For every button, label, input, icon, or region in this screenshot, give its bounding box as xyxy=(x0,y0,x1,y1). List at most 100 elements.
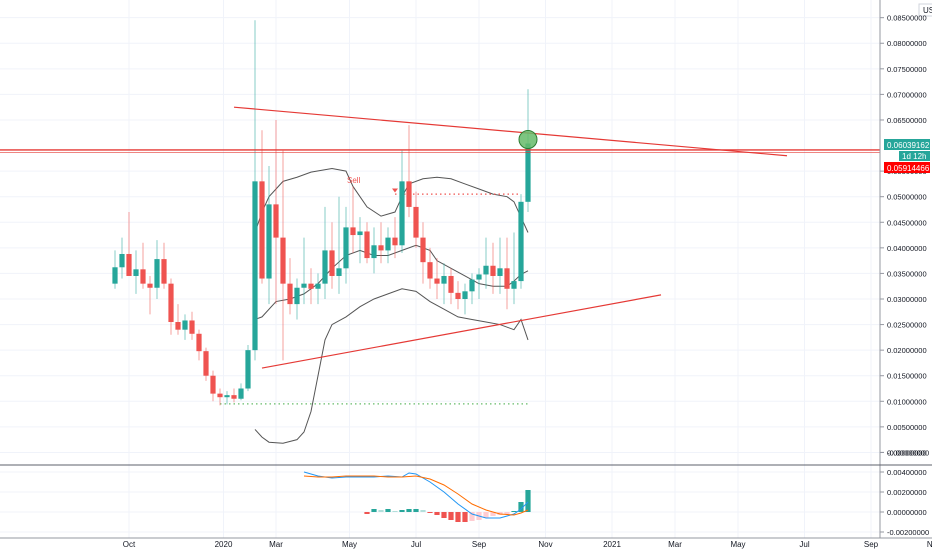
candle-body[interactable] xyxy=(336,268,342,276)
candle[interactable] xyxy=(399,150,405,253)
candle-body[interactable] xyxy=(112,267,118,284)
candle[interactable] xyxy=(392,217,398,259)
candle-body[interactable] xyxy=(518,201,524,282)
candle[interactable] xyxy=(329,222,335,289)
macd-pane[interactable] xyxy=(303,471,531,522)
candle[interactable] xyxy=(322,206,328,299)
candle-body[interactable] xyxy=(126,253,132,276)
candle[interactable] xyxy=(343,206,349,284)
candle-body[interactable] xyxy=(364,231,370,259)
candle[interactable] xyxy=(336,196,342,294)
candles[interactable] xyxy=(112,20,531,406)
candle[interactable] xyxy=(175,304,181,335)
candle-body[interactable] xyxy=(252,181,258,351)
candle[interactable] xyxy=(364,222,370,264)
candle[interactable] xyxy=(525,89,531,213)
candle-body[interactable] xyxy=(287,283,293,305)
candle-body[interactable] xyxy=(511,281,517,289)
candle[interactable] xyxy=(182,314,188,340)
candle-body[interactable] xyxy=(399,181,405,246)
candle[interactable] xyxy=(147,275,153,315)
candle-body[interactable] xyxy=(441,275,447,284)
candle[interactable] xyxy=(231,388,237,403)
candle-body[interactable] xyxy=(322,250,328,284)
candle[interactable] xyxy=(189,311,195,340)
candle[interactable] xyxy=(434,258,440,299)
candle-body[interactable] xyxy=(497,268,503,276)
candle-body[interactable] xyxy=(350,227,356,236)
candle-body[interactable] xyxy=(196,333,202,352)
candle[interactable] xyxy=(210,370,216,402)
candle[interactable] xyxy=(315,273,321,305)
candle-body[interactable] xyxy=(504,268,510,289)
candle[interactable] xyxy=(161,242,167,289)
trendline[interactable] xyxy=(233,106,788,157)
candle-body[interactable] xyxy=(119,253,125,268)
candle[interactable] xyxy=(287,258,293,315)
candle[interactable] xyxy=(203,347,209,381)
candle[interactable] xyxy=(238,383,244,401)
candle-body[interactable] xyxy=(301,283,307,288)
trendlines[interactable] xyxy=(0,106,880,369)
candle[interactable] xyxy=(301,237,307,305)
candle-body[interactable] xyxy=(329,250,335,276)
candle[interactable] xyxy=(252,20,258,361)
candle-body[interactable] xyxy=(189,320,195,334)
candle-body[interactable] xyxy=(308,283,314,289)
candle-body[interactable] xyxy=(294,287,300,305)
candle-body[interactable] xyxy=(476,274,482,280)
candle[interactable] xyxy=(245,345,251,392)
candle[interactable] xyxy=(518,194,524,289)
markers[interactable] xyxy=(392,130,538,193)
candle[interactable] xyxy=(427,247,433,289)
candle[interactable] xyxy=(462,283,468,315)
candle[interactable] xyxy=(266,166,272,305)
candle-body[interactable] xyxy=(133,269,139,276)
trendline[interactable] xyxy=(261,294,662,369)
candle-body[interactable] xyxy=(392,237,398,246)
candle-body[interactable] xyxy=(217,393,223,398)
candle[interactable] xyxy=(280,150,286,361)
candle[interactable] xyxy=(413,191,419,248)
candle-body[interactable] xyxy=(210,375,216,394)
candle[interactable] xyxy=(217,388,223,406)
candle[interactable] xyxy=(476,268,482,299)
candle[interactable] xyxy=(140,242,146,289)
candle[interactable] xyxy=(504,237,510,310)
candle[interactable] xyxy=(308,268,314,305)
candle[interactable] xyxy=(273,119,279,305)
candle-body[interactable] xyxy=(315,283,321,289)
candle[interactable] xyxy=(455,281,461,310)
candle-body[interactable] xyxy=(154,259,160,288)
candle-body[interactable] xyxy=(483,265,489,275)
candle[interactable] xyxy=(497,237,503,294)
candle-body[interactable] xyxy=(455,292,461,299)
candle-body[interactable] xyxy=(224,395,230,398)
candle[interactable] xyxy=(441,263,447,305)
candle[interactable] xyxy=(168,278,174,335)
candle-body[interactable] xyxy=(175,322,181,330)
candle-body[interactable] xyxy=(427,262,433,279)
candle[interactable] xyxy=(371,227,377,274)
candle[interactable] xyxy=(490,242,496,294)
candle-body[interactable] xyxy=(231,395,237,399)
candle-body[interactable] xyxy=(357,231,363,236)
candle-body[interactable] xyxy=(161,259,167,284)
candle[interactable] xyxy=(294,278,300,320)
candle-body[interactable] xyxy=(385,237,391,251)
candle[interactable] xyxy=(112,250,118,289)
candle[interactable] xyxy=(406,125,412,218)
candle-body[interactable] xyxy=(147,283,153,288)
candle-body[interactable] xyxy=(280,237,286,284)
candle-body[interactable] xyxy=(273,204,279,238)
candle[interactable] xyxy=(154,240,160,299)
candle[interactable] xyxy=(511,232,517,305)
candle[interactable] xyxy=(385,227,391,264)
candle-body[interactable] xyxy=(245,350,251,389)
candle-body[interactable] xyxy=(203,351,209,376)
candle[interactable] xyxy=(420,222,426,284)
candle[interactable] xyxy=(133,250,139,294)
candle[interactable] xyxy=(126,212,132,276)
candle-body[interactable] xyxy=(420,237,426,263)
